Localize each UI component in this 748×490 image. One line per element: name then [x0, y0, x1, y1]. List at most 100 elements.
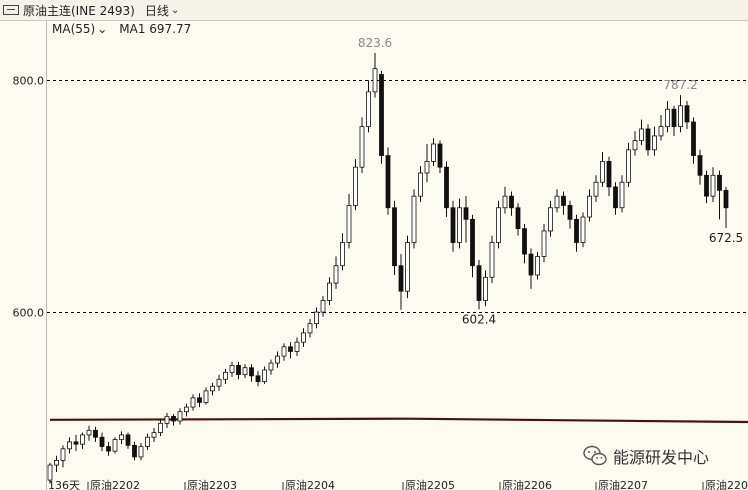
- candle: [145, 433, 150, 450]
- candle-body: [652, 135, 657, 151]
- candle-body: [54, 460, 59, 466]
- price-annotation: 602.4: [462, 312, 496, 326]
- candle: [372, 52, 378, 98]
- candle: [678, 95, 683, 133]
- candle: [353, 159, 358, 211]
- candle-body: [658, 126, 664, 137]
- candle: [483, 270, 488, 307]
- candle-body: [314, 311, 319, 325]
- window-icon[interactable]: [3, 5, 19, 15]
- candle-body: [691, 121, 696, 157]
- candle-body: [93, 429, 98, 438]
- chevron-down-icon: ⌄: [97, 22, 108, 36]
- candle-body: [561, 195, 566, 206]
- candle: [119, 431, 124, 445]
- candle-body: [281, 346, 287, 357]
- candle-body: [236, 364, 241, 376]
- candle: [515, 203, 521, 236]
- candle: [132, 441, 137, 461]
- candle-body: [398, 265, 404, 292]
- candle: [366, 80, 371, 133]
- candle-body: [47, 464, 53, 481]
- candle-body: [333, 265, 339, 284]
- candle: [476, 259, 482, 310]
- price-annotation: 787.2: [663, 78, 697, 92]
- candle: [210, 382, 215, 396]
- candle-body: [496, 207, 501, 243]
- candle-body: [450, 207, 456, 243]
- candle: [190, 394, 196, 411]
- candle-body: [132, 444, 137, 458]
- candle-body: [190, 397, 196, 408]
- candle-body: [353, 166, 358, 206]
- price-annotations: 823.6 787.2 602.4 672.5: [358, 36, 743, 326]
- period-label: 日线: [144, 3, 169, 18]
- candle-body: [86, 429, 92, 436]
- candle-body: [424, 160, 430, 174]
- candle: [645, 124, 651, 156]
- chevron-down-icon: ⌄: [170, 4, 180, 16]
- candle: [665, 101, 670, 133]
- gridlines: [47, 80, 748, 313]
- candle-body: [67, 441, 72, 450]
- candle-body: [294, 341, 300, 352]
- candle-body: [645, 128, 651, 151]
- candle: [67, 437, 72, 454]
- candle: [294, 337, 300, 357]
- price-annotation: 823.6: [358, 36, 392, 50]
- y-axis-labels: 800.0 600.0: [13, 75, 45, 320]
- candle: [457, 198, 462, 249]
- candle-body: [405, 242, 410, 292]
- candle: [489, 235, 495, 284]
- candle: [86, 425, 92, 441]
- candle-body: [229, 364, 235, 373]
- candle-body: [665, 108, 670, 128]
- instrument-title: 原油主连(INE 2493): [23, 3, 135, 18]
- candle: [535, 251, 540, 280]
- candle: [418, 166, 423, 202]
- candle-body: [158, 422, 163, 433]
- candle: [255, 371, 261, 387]
- candle: [691, 117, 696, 164]
- candle: [203, 387, 209, 405]
- y-tick-label: 800.0: [13, 75, 45, 88]
- candle: [541, 223, 547, 263]
- candle-body: [171, 415, 176, 422]
- candle: [561, 191, 566, 215]
- candle: [411, 189, 417, 249]
- candle: [242, 364, 248, 379]
- candle-body: [340, 242, 345, 267]
- ma-selector-label: MA(55): [52, 22, 96, 36]
- candle-body: [262, 369, 267, 382]
- candle: [632, 131, 638, 156]
- candle: [424, 144, 430, 183]
- candle: [216, 374, 222, 391]
- candle: [262, 366, 267, 384]
- y-tick-label: 600.0: [13, 307, 45, 320]
- candle-body: [437, 143, 443, 168]
- candle-body: [327, 282, 332, 301]
- candle-body: [522, 228, 527, 255]
- candle-body: [242, 367, 248, 376]
- candle-body: [307, 323, 313, 334]
- candle: [60, 445, 66, 468]
- candle-body: [548, 207, 553, 232]
- candle-body: [697, 155, 703, 176]
- candle-body: [197, 397, 202, 403]
- candle-body: [457, 207, 462, 243]
- candle-body: [470, 218, 475, 267]
- x-tick-label: 原油2202: [90, 478, 140, 490]
- candle: [580, 212, 586, 248]
- price-annotation: 672.5: [709, 231, 743, 245]
- ma-selector[interactable]: MA(55) ⌄: [52, 22, 107, 36]
- candle: [385, 147, 391, 215]
- candle: [671, 105, 677, 136]
- candle-body: [509, 195, 514, 209]
- candle-body: [626, 149, 631, 183]
- ma55-line: [49, 417, 748, 424]
- candle-body: [600, 160, 605, 183]
- x-tick-label: 原油2206: [502, 478, 552, 490]
- candle-body: [528, 253, 534, 276]
- period-selector[interactable]: 日线 ⌄: [145, 2, 179, 19]
